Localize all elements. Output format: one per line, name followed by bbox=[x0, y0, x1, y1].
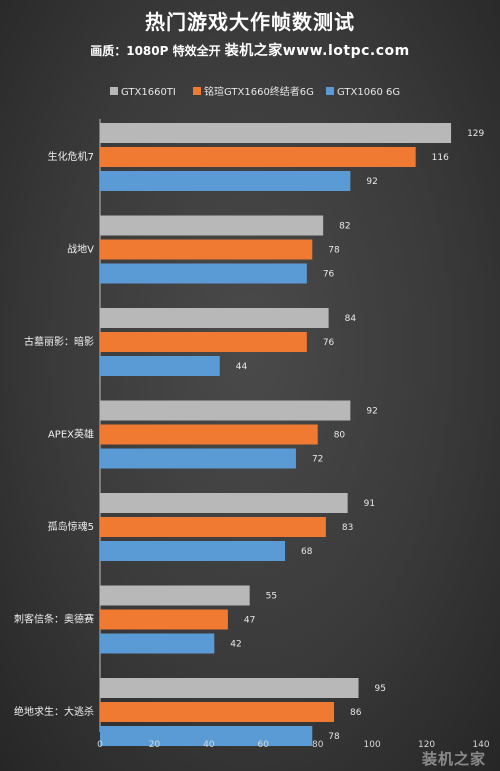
bar-3-1 bbox=[100, 308, 329, 328]
bar-1-3 bbox=[100, 171, 351, 191]
category-label-5: 孤岛惊魂5 bbox=[48, 520, 94, 533]
bar-7-1 bbox=[100, 678, 359, 698]
bar-4-1 bbox=[100, 400, 351, 421]
legend-swatch-2 bbox=[193, 87, 201, 95]
category-label-3: 古墓丽影：暗影 bbox=[24, 335, 94, 348]
value-label-6-2: 47 bbox=[244, 616, 255, 626]
bar-6-1 bbox=[100, 585, 250, 606]
bar-3-2 bbox=[100, 332, 307, 352]
bar-6-3 bbox=[100, 633, 215, 654]
value-label-3-1: 84 bbox=[345, 314, 357, 324]
legend-label-1: GTX1660TI bbox=[121, 87, 176, 98]
chart-title: 热门游戏大作帧数测试 bbox=[145, 10, 355, 34]
x-tick-label-1: 0 bbox=[97, 740, 103, 750]
value-label-6-1: 55 bbox=[266, 592, 277, 602]
value-label-7-1: 95 bbox=[375, 684, 386, 694]
category-label-1: 生化危机7 bbox=[48, 150, 94, 163]
watermark-logo: 装机之家 bbox=[421, 750, 486, 768]
bar-5-3 bbox=[100, 541, 286, 561]
category-label-2: 战地V bbox=[67, 243, 94, 256]
bar-3-3 bbox=[100, 356, 220, 376]
bar-6-2 bbox=[100, 609, 228, 630]
bar-5-2 bbox=[100, 517, 326, 537]
bar-7-3 bbox=[100, 726, 313, 746]
brand-label: 装机之家www.lotpc.com bbox=[224, 43, 410, 59]
category-label-6: 刺客信条：奥德赛 bbox=[14, 613, 94, 626]
legend-label-2: 铭瑄GTX1660终结者6G bbox=[204, 85, 314, 98]
value-label-5-1: 91 bbox=[364, 499, 375, 509]
x-tick-label-8: 140 bbox=[472, 740, 489, 750]
bar-7-2 bbox=[100, 702, 335, 722]
category-label-7: 绝地求生：大逃杀 bbox=[14, 705, 94, 718]
bar-2-1 bbox=[100, 215, 324, 236]
value-label-2-3: 76 bbox=[323, 270, 335, 280]
x-tick-label-7: 120 bbox=[418, 740, 435, 750]
value-label-2-2: 78 bbox=[328, 246, 340, 256]
chart-subtitle: 画质：1080P 特效全开 装机之家www.lotpc.com bbox=[0, 40, 500, 60]
bar-4-2 bbox=[100, 424, 318, 445]
x-tick-label-6: 100 bbox=[364, 740, 381, 750]
bar-2-2 bbox=[100, 239, 313, 260]
value-label-5-2: 83 bbox=[342, 523, 353, 533]
value-label-1-1: 129 bbox=[467, 129, 484, 139]
bar-1-2 bbox=[100, 147, 416, 167]
bar-4-3 bbox=[100, 448, 296, 469]
bar-5-1 bbox=[100, 493, 348, 513]
value-label-3-2: 76 bbox=[323, 338, 335, 348]
quality-label: 画质：1080P 特效全开 bbox=[90, 44, 221, 58]
x-tick-label-4: 60 bbox=[258, 740, 270, 750]
value-label-7-2: 86 bbox=[350, 708, 362, 718]
x-tick-label-3: 40 bbox=[203, 740, 215, 750]
legend-swatch-1 bbox=[110, 87, 118, 95]
value-label-6-3: 42 bbox=[230, 640, 241, 650]
category-label-4: APEX英雄 bbox=[48, 428, 94, 441]
value-label-5-3: 68 bbox=[301, 547, 313, 557]
legend-label-3: GTX1060 6G bbox=[337, 87, 400, 98]
value-label-1-3: 92 bbox=[366, 177, 377, 187]
value-label-4-3: 72 bbox=[312, 455, 323, 465]
x-tick-label-2: 20 bbox=[149, 740, 161, 750]
bar-2-3 bbox=[100, 263, 307, 284]
value-label-4-1: 92 bbox=[366, 407, 377, 417]
x-tick-label-5: 80 bbox=[312, 740, 324, 750]
value-label-3-3: 44 bbox=[236, 362, 248, 372]
legend-swatch-3 bbox=[326, 87, 334, 95]
bar-1-1 bbox=[100, 123, 452, 143]
value-label-7-3: 78 bbox=[328, 732, 340, 742]
value-label-2-1: 82 bbox=[339, 222, 350, 232]
value-label-1-2: 116 bbox=[432, 153, 449, 163]
value-label-4-2: 80 bbox=[334, 431, 346, 441]
